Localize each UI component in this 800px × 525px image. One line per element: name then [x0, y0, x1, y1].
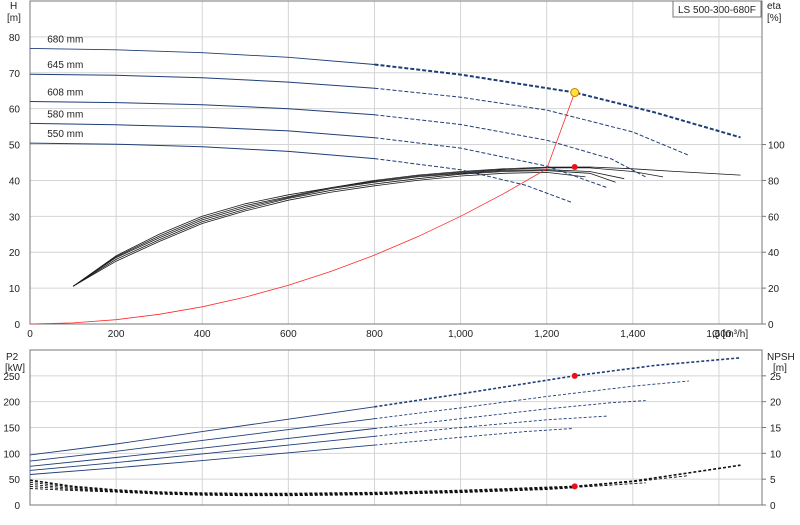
- power-duty-point: [571, 372, 578, 379]
- power-axis-label: P2: [6, 352, 19, 363]
- efficiency-curve: [72, 166, 741, 287]
- eta-axis-unit: [%]: [767, 13, 782, 24]
- head-curve-extension: [374, 63, 741, 139]
- efficiency-curve: [72, 170, 616, 287]
- efficiency-point: [571, 163, 578, 170]
- efficiency-curve: [72, 167, 664, 287]
- power-curve-extension: [374, 415, 608, 437]
- impeller-diameter-label: 550 mm: [47, 129, 83, 140]
- head-tick-label: 20: [9, 248, 21, 259]
- eta-tick-label: 60: [768, 212, 780, 223]
- power-tick-label: 50: [9, 475, 21, 486]
- npsh-curve: [29, 484, 608, 496]
- head-curve: [29, 47, 375, 65]
- eta-axis-label: eta: [767, 1, 781, 12]
- power-curve: [29, 435, 375, 471]
- eta-tick-label: 100: [768, 141, 785, 152]
- head-curve-extension: [374, 137, 608, 189]
- pump-title: LS 500-300-680F: [678, 5, 756, 16]
- efficiency-curve: [72, 169, 625, 287]
- head-curve: [29, 142, 375, 160]
- head-curve: [29, 122, 375, 139]
- x-tick-label: 1,200: [534, 329, 559, 340]
- x-tick-label: 1,000: [448, 329, 473, 340]
- npsh-tick-label: 15: [770, 424, 782, 435]
- duty-point: [570, 88, 580, 98]
- head-tick-label: 50: [9, 141, 21, 152]
- head-curve: [29, 73, 375, 89]
- npsh-tick-label: 25: [770, 372, 782, 383]
- npsh-tick-label: 20: [770, 398, 782, 409]
- power-tick-label: 200: [3, 398, 20, 409]
- x-tick-label: 600: [280, 329, 297, 340]
- x-tick-label: 1,400: [620, 329, 645, 340]
- head-curve-extension: [374, 87, 689, 156]
- npsh-tick-label: 0: [770, 501, 776, 512]
- power-tick-label: 150: [3, 424, 20, 435]
- power-curve: [29, 428, 375, 467]
- system-curve: [29, 92, 576, 325]
- impeller-diameter-label: 608 mm: [47, 87, 83, 98]
- power-curve-extension: [374, 428, 573, 446]
- eta-tick-label: 0: [768, 320, 774, 331]
- eta-tick-label: 80: [768, 176, 780, 187]
- head-tick-label: 80: [9, 33, 21, 44]
- impeller-diameter-label: 645 mm: [47, 60, 83, 71]
- head-axis-unit: [m]: [7, 13, 21, 24]
- power-axis-unit: [kW]: [5, 363, 25, 374]
- bottom-plot-frame: [29, 349, 763, 506]
- eta-tick-label: 20: [768, 284, 780, 295]
- npsh-curve: [29, 487, 573, 497]
- power-tick-label: 0: [14, 501, 20, 512]
- power-tick-label: 100: [3, 449, 20, 460]
- npsh-tick-label: 5: [770, 475, 776, 486]
- npsh-curve: [29, 482, 646, 496]
- head-tick-label: 60: [9, 105, 21, 116]
- impeller-diameter-label: 680 mm: [47, 34, 83, 45]
- npsh-tick-label: 10: [770, 449, 782, 460]
- head-tick-label: 10: [9, 284, 21, 295]
- head-axis-label: H: [10, 1, 17, 12]
- npsh-axis-unit: [m]: [773, 363, 787, 374]
- power-curve-extension: [374, 357, 741, 408]
- head-curve-extension: [374, 158, 573, 204]
- top-plot-frame: [29, 0, 763, 325]
- x-tick-label: 0: [27, 329, 33, 340]
- power-curve: [29, 418, 375, 462]
- x-tick-label: 1,600: [706, 329, 731, 340]
- x-tick-label: 800: [366, 329, 383, 340]
- x-axis-label: Q [m³/h]: [712, 329, 748, 340]
- power-curve: [29, 444, 375, 475]
- head-tick-label: 70: [9, 69, 21, 80]
- eta-tick-label: 40: [768, 248, 780, 259]
- head-tick-label: 40: [9, 176, 21, 187]
- power-curve: [29, 406, 375, 456]
- power-tick-label: 250: [3, 372, 20, 383]
- x-tick-label: 400: [194, 329, 211, 340]
- x-tick-label: 200: [108, 329, 125, 340]
- head-curve-extension: [374, 114, 646, 178]
- npsh-axis-label: NPSH: [767, 352, 795, 363]
- power-curve-extension: [374, 400, 646, 429]
- npsh-duty-point: [571, 483, 578, 490]
- head-tick-label: 30: [9, 212, 21, 223]
- impeller-diameter-label: 580 mm: [47, 109, 83, 120]
- efficiency-curve: [72, 171, 586, 287]
- head-curve: [29, 101, 375, 116]
- power-curve-extension: [374, 380, 689, 420]
- head-tick-label: 0: [14, 320, 20, 331]
